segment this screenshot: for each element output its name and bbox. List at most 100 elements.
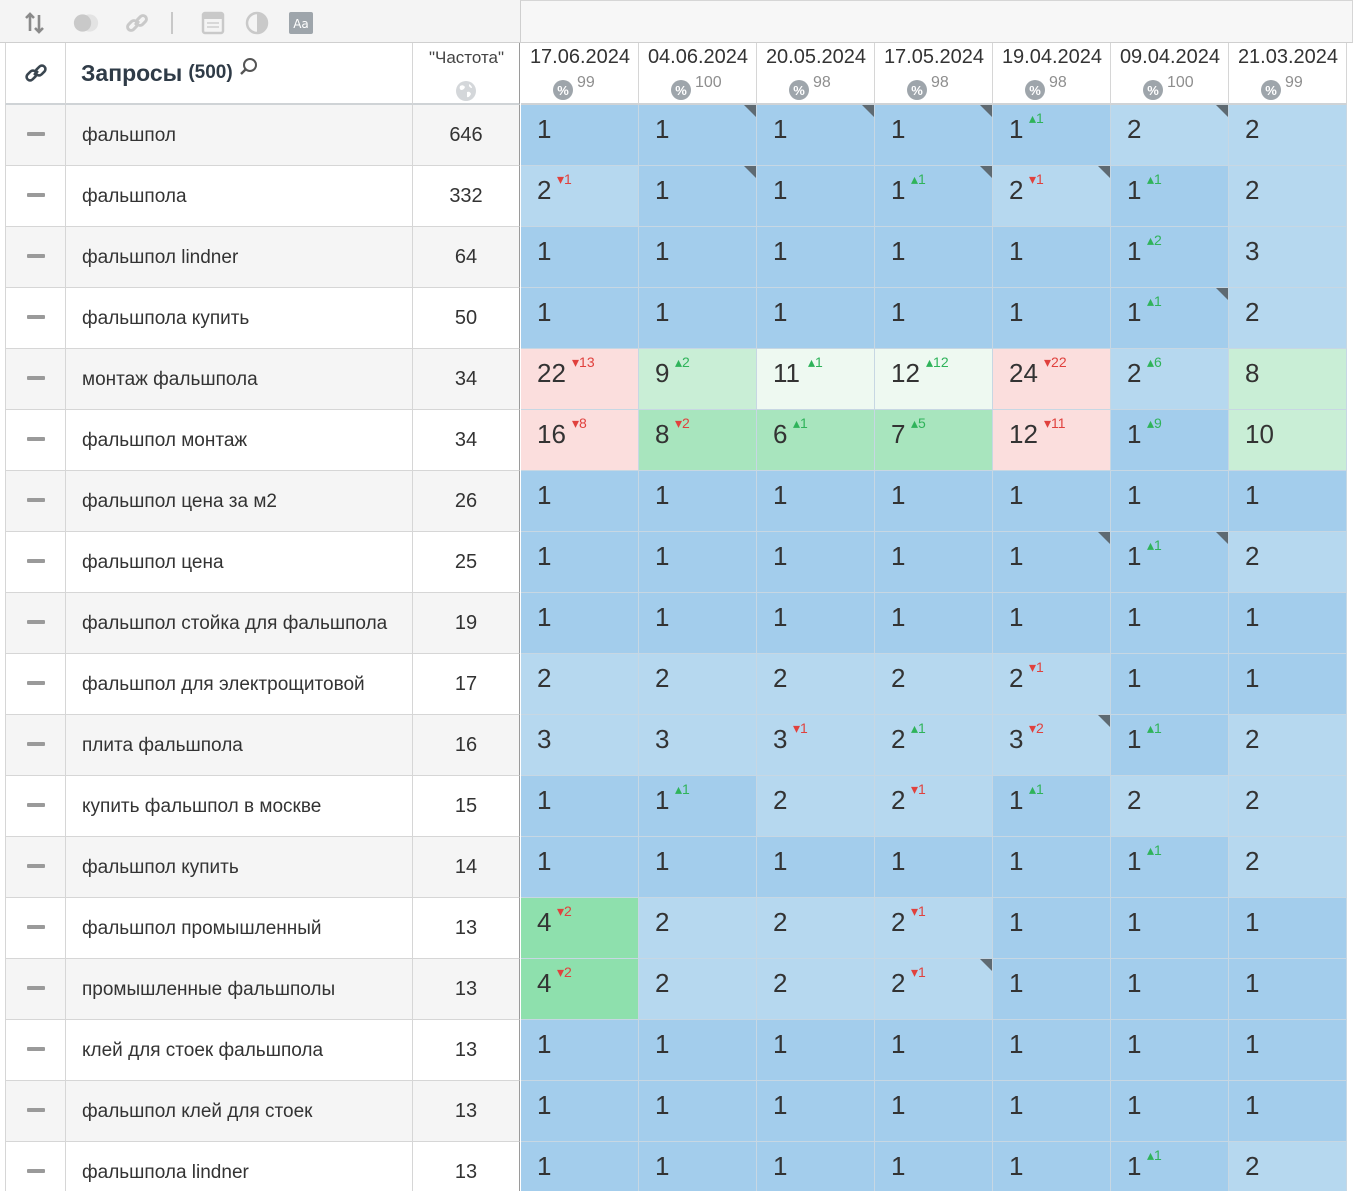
position-cell[interactable]: 1 [639, 1020, 757, 1081]
position-cell[interactable]: 1 [639, 532, 757, 593]
position-cell[interactable]: 1 [757, 1142, 875, 1191]
date-column-header[interactable]: 04.06.2024% 100 [639, 43, 757, 105]
position-cell[interactable]: 1 [875, 837, 993, 898]
position-cell[interactable]: 1 ▴1 [1111, 837, 1229, 898]
position-cell[interactable]: 1 ▴1 [1111, 288, 1229, 349]
query-cell[interactable]: промышленные фальшполы [66, 959, 413, 1020]
position-cell[interactable]: 1 [1229, 654, 1347, 715]
position-cell[interactable]: 22 ▾13 [521, 349, 639, 410]
table-row[interactable]: купить фальшпол в москве 15 [5, 776, 520, 837]
position-cell[interactable]: 9 ▴2 [639, 349, 757, 410]
contrast-icon[interactable] [244, 10, 270, 36]
query-column-header[interactable]: Запросы (500) [66, 43, 413, 105]
position-cell[interactable]: 2 [1111, 776, 1229, 837]
link-column-header[interactable] [5, 43, 66, 105]
query-cell[interactable]: фальшпол для электрощитовой [66, 654, 413, 715]
row-link-toggle[interactable] [5, 654, 66, 715]
position-cell[interactable]: 11 ▴1 [757, 349, 875, 410]
row-link-toggle[interactable] [5, 898, 66, 959]
position-cell[interactable]: 6 ▴1 [757, 410, 875, 471]
position-cell[interactable]: 1 [521, 593, 639, 654]
position-cell[interactable]: 1 [521, 1142, 639, 1191]
position-cell[interactable]: 2 [639, 959, 757, 1020]
date-column-header[interactable]: 17.05.2024% 98 [875, 43, 993, 105]
position-cell[interactable]: 1 [875, 593, 993, 654]
table-row[interactable]: фальшпола 332 [5, 166, 520, 227]
position-cell[interactable]: 2 ▾1 [875, 776, 993, 837]
table-row[interactable]: фальшпол клей для стоек 13 [5, 1081, 520, 1142]
date-column-header[interactable]: 20.05.2024% 98 [757, 43, 875, 105]
position-cell[interactable]: 3 ▾2 [993, 715, 1111, 776]
row-link-toggle[interactable] [5, 593, 66, 654]
position-cell[interactable]: 1 [993, 532, 1111, 593]
position-cell[interactable]: 1 [875, 227, 993, 288]
position-cell[interactable]: 2 [1229, 532, 1347, 593]
position-cell[interactable]: 1 [639, 166, 757, 227]
position-cell[interactable]: 2 [757, 776, 875, 837]
position-cell[interactable]: 2 [1229, 105, 1347, 166]
row-link-toggle[interactable] [5, 105, 66, 166]
position-cell[interactable]: 24 ▾22 [993, 349, 1111, 410]
position-cell[interactable]: 2 [1229, 776, 1347, 837]
position-cell[interactable]: 1 [521, 105, 639, 166]
position-cell[interactable]: 1 [639, 288, 757, 349]
row-link-toggle[interactable] [5, 1081, 66, 1142]
position-cell[interactable]: 1 [639, 227, 757, 288]
position-cell[interactable]: 10 [1229, 410, 1347, 471]
position-cell[interactable]: 3 [521, 715, 639, 776]
row-link-toggle[interactable] [5, 776, 66, 837]
table-row[interactable]: фальшпол купить 14 [5, 837, 520, 898]
position-cell[interactable]: 2 [1111, 105, 1229, 166]
table-row[interactable]: фальшпола купить 50 [5, 288, 520, 349]
position-cell[interactable]: 1 ▴1 [1111, 532, 1229, 593]
table-row[interactable]: фальшпол цена за м2 26 [5, 471, 520, 532]
position-cell[interactable]: 1 [993, 959, 1111, 1020]
position-cell[interactable]: 2 [1229, 1142, 1347, 1191]
row-link-toggle[interactable] [5, 1142, 66, 1191]
position-cell[interactable]: 1 [993, 898, 1111, 959]
row-link-toggle[interactable] [5, 410, 66, 471]
position-cell[interactable]: 2 [1229, 715, 1347, 776]
position-cell[interactable]: 1 [1111, 959, 1229, 1020]
position-cell[interactable]: 2 [521, 654, 639, 715]
position-cell[interactable]: 1 [521, 776, 639, 837]
table-row[interactable]: промышленные фальшполы 13 [5, 959, 520, 1020]
position-cell[interactable]: 1 [993, 837, 1111, 898]
position-cell[interactable]: 1 [639, 471, 757, 532]
position-cell[interactable]: 1 [1111, 593, 1229, 654]
position-cell[interactable]: 2 [757, 898, 875, 959]
row-link-toggle[interactable] [5, 349, 66, 410]
position-cell[interactable]: 1 [521, 532, 639, 593]
position-cell[interactable]: 1 [993, 593, 1111, 654]
position-cell[interactable]: 2 ▴6 [1111, 349, 1229, 410]
table-row[interactable]: плита фальшпола 16 [5, 715, 520, 776]
calendar-icon[interactable] [200, 10, 226, 36]
frequency-column-header[interactable]: "Частота" [413, 43, 520, 105]
position-cell[interactable]: 1 ▴1 [1111, 166, 1229, 227]
position-cell[interactable]: 16 ▾8 [521, 410, 639, 471]
row-link-toggle[interactable] [5, 1020, 66, 1081]
row-link-toggle[interactable] [5, 227, 66, 288]
position-cell[interactable]: 1 ▴1 [1111, 715, 1229, 776]
row-link-toggle[interactable] [5, 471, 66, 532]
position-cell[interactable]: 1 [1229, 1081, 1347, 1142]
query-cell[interactable]: плита фальшпола [66, 715, 413, 776]
date-column-header[interactable]: 17.06.2024% 99 [521, 43, 639, 105]
query-cell[interactable]: клей для стоек фальшпола [66, 1020, 413, 1081]
query-cell[interactable]: фальшпол [66, 105, 413, 166]
position-cell[interactable]: 7 ▴5 [875, 410, 993, 471]
row-link-toggle[interactable] [5, 837, 66, 898]
position-cell[interactable]: 1 [757, 288, 875, 349]
position-cell[interactable]: 1 ▴1 [993, 105, 1111, 166]
query-cell[interactable]: фальшпол цена за м2 [66, 471, 413, 532]
position-cell[interactable]: 1 [875, 288, 993, 349]
position-cell[interactable]: 1 [1111, 898, 1229, 959]
position-cell[interactable]: 1 [993, 288, 1111, 349]
position-cell[interactable]: 2 [875, 654, 993, 715]
query-cell[interactable]: фальшпола купить [66, 288, 413, 349]
position-cell[interactable]: 1 [757, 593, 875, 654]
position-cell[interactable]: 1 [993, 1142, 1111, 1191]
position-cell[interactable]: 1 [757, 532, 875, 593]
position-cell[interactable]: 3 ▾1 [757, 715, 875, 776]
position-cell[interactable]: 2 [757, 959, 875, 1020]
